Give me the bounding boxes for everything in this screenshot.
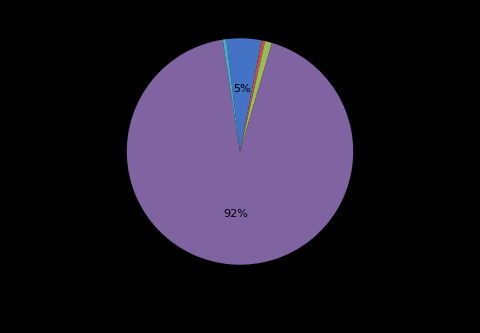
- Wedge shape: [240, 41, 272, 152]
- Wedge shape: [127, 40, 353, 265]
- Text: 92%: 92%: [223, 209, 248, 219]
- Text: 5%: 5%: [233, 84, 251, 94]
- Wedge shape: [226, 38, 262, 152]
- Wedge shape: [223, 39, 240, 152]
- Wedge shape: [240, 40, 265, 152]
